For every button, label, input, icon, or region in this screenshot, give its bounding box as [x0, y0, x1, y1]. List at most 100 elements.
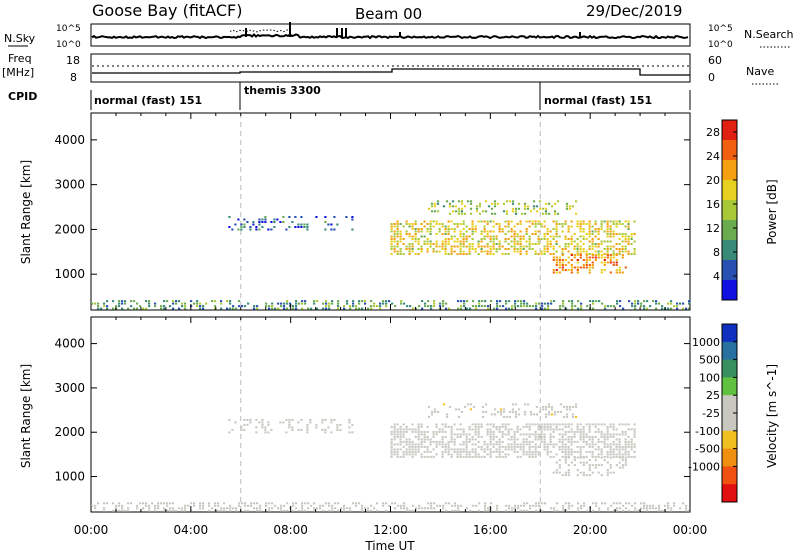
data-cell [237, 228, 240, 231]
data-cell [427, 300, 430, 303]
velocity-panel-frame [90, 316, 691, 513]
data-cell [448, 502, 451, 505]
data-cell [417, 450, 420, 453]
data-cell [405, 440, 408, 443]
data-cell [426, 248, 429, 250]
nsky-strip-frame [90, 23, 691, 47]
data-cell [511, 305, 514, 308]
data-cell [609, 233, 612, 235]
data-cell [430, 410, 434, 413]
data-cell [570, 243, 573, 245]
data-cell [571, 405, 575, 408]
data-cell [540, 250, 543, 253]
data-cell [516, 243, 519, 245]
data-cell [588, 450, 591, 453]
data-cell [439, 504, 442, 507]
data-cell [462, 235, 465, 238]
data-cell [528, 455, 531, 458]
data-cell [544, 415, 548, 418]
data-cell [571, 205, 575, 208]
data-cell [520, 509, 523, 512]
data-cell [597, 254, 600, 256]
data-cell [576, 259, 579, 261]
data-cell [390, 443, 393, 446]
data-cell [543, 443, 546, 446]
data-cell [627, 253, 630, 255]
data-cell [549, 455, 552, 458]
data-cell [667, 504, 670, 507]
data-cell [411, 228, 414, 230]
data-cell [330, 418, 333, 421]
data-cell [591, 266, 594, 269]
data-cell [513, 448, 516, 451]
data-cell [307, 307, 310, 310]
data-cell [601, 502, 604, 505]
data-cell [537, 253, 540, 255]
data-cell [175, 300, 178, 303]
data-cell [567, 228, 570, 230]
data-cell [613, 509, 616, 512]
data-cell [280, 305, 283, 308]
data-cell [423, 220, 426, 223]
data-cell [418, 504, 421, 507]
data-cell [483, 220, 486, 223]
data-cell [558, 266, 561, 269]
data-cell [579, 240, 582, 243]
data-cell [435, 243, 438, 245]
data-cell [324, 418, 327, 421]
data-cell [624, 456, 627, 459]
data-cell [411, 423, 414, 426]
data-cell [688, 509, 691, 512]
data-cell [486, 223, 489, 225]
data-cell [361, 509, 364, 512]
data-cell [516, 455, 519, 458]
data-cell [471, 243, 474, 245]
data-cell [493, 408, 497, 411]
data-cell [585, 261, 588, 264]
data-cell [615, 464, 618, 467]
data-cell [295, 302, 298, 305]
data-cell [255, 226, 258, 228]
data-cell [421, 507, 424, 510]
data-cell [313, 507, 316, 510]
data-cell [343, 507, 346, 510]
data-cell [435, 220, 438, 223]
data-cell [558, 245, 561, 248]
data-cell [396, 443, 399, 446]
data-cell [294, 216, 297, 218]
data-cell [508, 507, 511, 510]
data-cell [558, 459, 561, 462]
data-cell [468, 428, 471, 431]
data-cell [514, 507, 517, 510]
data-cell [456, 453, 459, 456]
data-cell [474, 438, 477, 441]
data-cell [130, 300, 133, 303]
data-cell [414, 430, 417, 433]
data-cell [531, 423, 534, 426]
data-cell [286, 302, 289, 305]
data-cell [486, 230, 489, 233]
data-cell [588, 259, 591, 261]
data-cell [597, 455, 600, 458]
data-cell [336, 428, 339, 431]
data-cell [468, 228, 471, 230]
data-cell [456, 245, 459, 248]
data-cell [453, 423, 456, 426]
data-cell [478, 202, 482, 205]
data-cell [477, 430, 480, 433]
data-cell [637, 300, 640, 303]
data-cell [619, 507, 622, 510]
data-cell [519, 253, 522, 255]
data-cell [459, 250, 462, 253]
data-cell [480, 425, 483, 428]
data-cell [441, 450, 444, 453]
data-cell [585, 440, 588, 443]
data-cell [151, 502, 154, 505]
data-cell [591, 256, 594, 259]
data-cell [462, 243, 465, 245]
data-cell [229, 302, 232, 305]
data-cell [301, 302, 304, 305]
data-cell [154, 509, 157, 512]
data-cell [549, 240, 552, 243]
data-cell [450, 440, 453, 443]
